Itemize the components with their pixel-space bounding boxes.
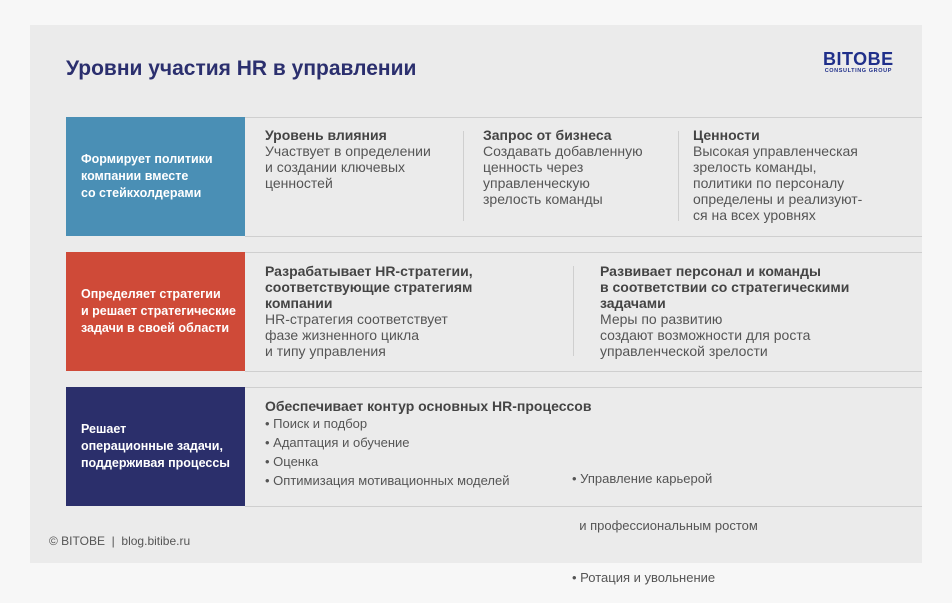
separator (678, 131, 679, 221)
list-item: • Оценка (265, 454, 319, 469)
processes-right-list: • Управление карьерой и профессиональным… (572, 439, 758, 603)
list-item: • Поиск и подбор (265, 416, 368, 431)
level-box-policy: Формирует политики компании вместе со стей… (66, 117, 245, 236)
list-item: и профессиональным ростом (572, 518, 758, 533)
hr-strategy-block: Разрабатывает HR-стратегии, соответствующ… (265, 263, 473, 359)
list-item: • Адаптация и обучение (265, 435, 410, 450)
divider (245, 506, 922, 507)
list-item: • Управление карьерой (572, 471, 713, 486)
values-block: Ценности Высокая управленческая зрелость к… (693, 127, 863, 223)
logo: BITOBE CONSULTING GROUP (823, 50, 894, 74)
level-box-strategy: Определяет стратегии и решает стратегичес… (66, 252, 245, 371)
separator (463, 131, 464, 221)
list-item: • Оптимизация мотивационных моделей (265, 473, 510, 488)
level-box-operations: Решает операционные задачи, поддерживая пр… (66, 387, 245, 506)
divider (245, 236, 922, 237)
divider (245, 252, 922, 253)
list-item: • Ротация и увольнение (572, 570, 716, 585)
divider (245, 387, 922, 388)
development-block: Развивает персонал и команды в соответств… (600, 263, 850, 359)
page-title: Уровни участия HR в управлении (66, 57, 417, 80)
separator (573, 266, 574, 356)
logo-sub: CONSULTING GROUP (824, 68, 892, 74)
processes-block: Обеспечивает контур основных HR-процессо… (265, 398, 592, 488)
logo-main: BITOBE (823, 49, 894, 69)
divider (245, 117, 922, 118)
divider (245, 371, 922, 372)
business-request-block: Запрос от бизнеса Создавать добавленную це… (483, 127, 643, 207)
footer: © BITOBE | blog.bitibe.ru (49, 534, 191, 548)
influence-block: Уровень влияния Участвует в определении и … (265, 127, 431, 191)
